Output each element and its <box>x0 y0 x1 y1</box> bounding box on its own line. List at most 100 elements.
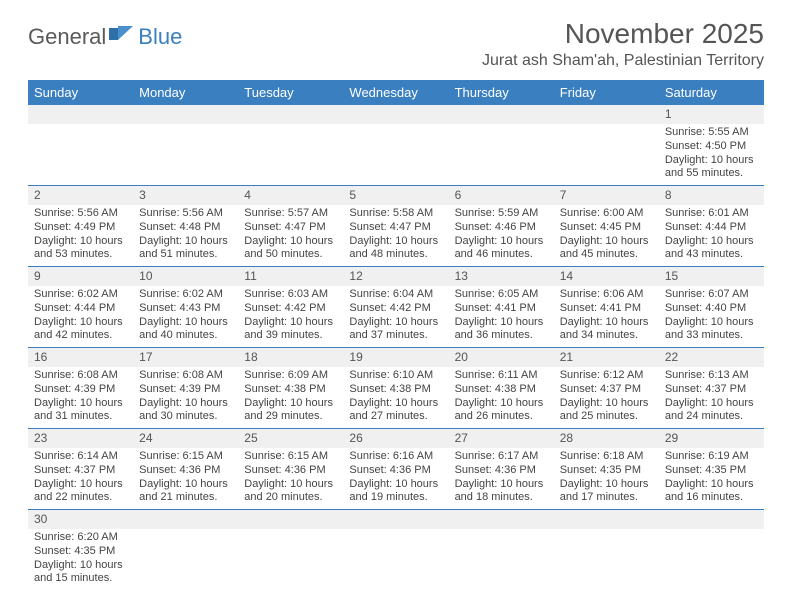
sunset-text: Sunset: 4:36 PM <box>139 464 232 478</box>
cell-content: Sunrise: 5:56 AMSunset: 4:48 PMDaylight:… <box>133 205 238 266</box>
calendar-cell: 4Sunrise: 5:57 AMSunset: 4:47 PMDaylight… <box>238 185 343 266</box>
day-number: . <box>343 509 448 529</box>
calendar-cell: 28Sunrise: 6:18 AMSunset: 4:35 PMDayligh… <box>554 428 659 509</box>
daylight-text: Daylight: 10 hours and 51 minutes. <box>139 235 232 263</box>
day-number: . <box>554 105 659 124</box>
day-number: 24 <box>133 428 238 448</box>
day-number: 8 <box>659 185 764 205</box>
calendar-cell: 15Sunrise: 6:07 AMSunset: 4:40 PMDayligh… <box>659 266 764 347</box>
sunset-text: Sunset: 4:38 PM <box>349 383 442 397</box>
day-number: 28 <box>554 428 659 448</box>
sunset-text: Sunset: 4:39 PM <box>139 383 232 397</box>
calendar-cell: 2Sunrise: 5:56 AMSunset: 4:49 PMDaylight… <box>28 185 133 266</box>
cell-content: Sunrise: 6:15 AMSunset: 4:36 PMDaylight:… <box>133 448 238 509</box>
cell-content: Sunrise: 6:14 AMSunset: 4:37 PMDaylight:… <box>28 448 133 509</box>
daylight-text: Daylight: 10 hours and 33 minutes. <box>665 316 758 344</box>
sunset-text: Sunset: 4:47 PM <box>244 221 337 235</box>
cell-content: Sunrise: 6:17 AMSunset: 4:36 PMDaylight:… <box>449 448 554 509</box>
daylight-text: Daylight: 10 hours and 16 minutes. <box>665 478 758 506</box>
day-number: . <box>343 105 448 124</box>
day-number: 13 <box>449 266 554 286</box>
calendar-cell: 9Sunrise: 6:02 AMSunset: 4:44 PMDaylight… <box>28 266 133 347</box>
sunset-text: Sunset: 4:38 PM <box>455 383 548 397</box>
sunset-text: Sunset: 4:40 PM <box>665 302 758 316</box>
daylight-text: Daylight: 10 hours and 42 minutes. <box>34 316 127 344</box>
daylight-text: Daylight: 10 hours and 39 minutes. <box>244 316 337 344</box>
cell-content: Sunrise: 5:59 AMSunset: 4:46 PMDaylight:… <box>449 205 554 266</box>
sunset-text: Sunset: 4:39 PM <box>34 383 127 397</box>
calendar-cell: 30Sunrise: 6:20 AMSunset: 4:35 PMDayligh… <box>28 509 133 590</box>
sunrise-text: Sunrise: 5:59 AM <box>455 207 548 221</box>
daylight-text: Daylight: 10 hours and 30 minutes. <box>139 397 232 425</box>
daylight-text: Daylight: 10 hours and 27 minutes. <box>349 397 442 425</box>
week-row: 16Sunrise: 6:08 AMSunset: 4:39 PMDayligh… <box>28 347 764 428</box>
calendar-cell: . <box>238 509 343 590</box>
daylight-text: Daylight: 10 hours and 37 minutes. <box>349 316 442 344</box>
sunrise-text: Sunrise: 6:01 AM <box>665 207 758 221</box>
calendar-cell: 25Sunrise: 6:15 AMSunset: 4:36 PMDayligh… <box>238 428 343 509</box>
cell-content: Sunrise: 6:02 AMSunset: 4:44 PMDaylight:… <box>28 286 133 347</box>
cell-content: Sunrise: 6:13 AMSunset: 4:37 PMDaylight:… <box>659 367 764 428</box>
daylight-text: Daylight: 10 hours and 34 minutes. <box>560 316 653 344</box>
day-number: 18 <box>238 347 343 367</box>
calendar-table: Sunday Monday Tuesday Wednesday Thursday… <box>28 80 764 590</box>
calendar-cell: 27Sunrise: 6:17 AMSunset: 4:36 PMDayligh… <box>449 428 554 509</box>
calendar-cell: 21Sunrise: 6:12 AMSunset: 4:37 PMDayligh… <box>554 347 659 428</box>
cell-content: Sunrise: 6:20 AMSunset: 4:35 PMDaylight:… <box>28 529 133 590</box>
sunrise-text: Sunrise: 6:02 AM <box>34 288 127 302</box>
cell-content: Sunrise: 5:58 AMSunset: 4:47 PMDaylight:… <box>343 205 448 266</box>
day-number: . <box>449 509 554 529</box>
daylight-text: Daylight: 10 hours and 19 minutes. <box>349 478 442 506</box>
day-number: 14 <box>554 266 659 286</box>
sunrise-text: Sunrise: 6:08 AM <box>139 369 232 383</box>
sunset-text: Sunset: 4:49 PM <box>34 221 127 235</box>
sunrise-text: Sunrise: 6:04 AM <box>349 288 442 302</box>
daylight-text: Daylight: 10 hours and 26 minutes. <box>455 397 548 425</box>
day-number: 25 <box>238 428 343 448</box>
day-number: 9 <box>28 266 133 286</box>
day-number: 3 <box>133 185 238 205</box>
daylight-text: Daylight: 10 hours and 17 minutes. <box>560 478 653 506</box>
sunrise-text: Sunrise: 6:20 AM <box>34 531 127 545</box>
sunset-text: Sunset: 4:50 PM <box>665 140 758 154</box>
sunrise-text: Sunrise: 6:08 AM <box>34 369 127 383</box>
calendar-cell: 16Sunrise: 6:08 AMSunset: 4:39 PMDayligh… <box>28 347 133 428</box>
sunrise-text: Sunrise: 6:05 AM <box>455 288 548 302</box>
calendar-cell: . <box>343 509 448 590</box>
sunrise-text: Sunrise: 6:10 AM <box>349 369 442 383</box>
calendar-cell: 22Sunrise: 6:13 AMSunset: 4:37 PMDayligh… <box>659 347 764 428</box>
cell-content: Sunrise: 6:05 AMSunset: 4:41 PMDaylight:… <box>449 286 554 347</box>
sunset-text: Sunset: 4:42 PM <box>244 302 337 316</box>
calendar-cell: . <box>659 509 764 590</box>
day-number: 10 <box>133 266 238 286</box>
sunset-text: Sunset: 4:36 PM <box>349 464 442 478</box>
day-header: Monday <box>133 80 238 105</box>
sunrise-text: Sunrise: 6:09 AM <box>244 369 337 383</box>
calendar-cell: . <box>133 105 238 185</box>
day-number: 12 <box>343 266 448 286</box>
day-number: . <box>238 509 343 529</box>
sunset-text: Sunset: 4:37 PM <box>560 383 653 397</box>
daylight-text: Daylight: 10 hours and 21 minutes. <box>139 478 232 506</box>
daylight-text: Daylight: 10 hours and 53 minutes. <box>34 235 127 263</box>
day-number: 6 <box>449 185 554 205</box>
sunset-text: Sunset: 4:41 PM <box>455 302 548 316</box>
cell-content: Sunrise: 6:15 AMSunset: 4:36 PMDaylight:… <box>238 448 343 509</box>
day-number: 5 <box>343 185 448 205</box>
calendar-cell: 23Sunrise: 6:14 AMSunset: 4:37 PMDayligh… <box>28 428 133 509</box>
calendar-cell: . <box>133 509 238 590</box>
sunrise-text: Sunrise: 6:18 AM <box>560 450 653 464</box>
calendar-cell: 11Sunrise: 6:03 AMSunset: 4:42 PMDayligh… <box>238 266 343 347</box>
day-number: . <box>133 105 238 124</box>
calendar-cell: 3Sunrise: 5:56 AMSunset: 4:48 PMDaylight… <box>133 185 238 266</box>
day-number: 21 <box>554 347 659 367</box>
sunrise-text: Sunrise: 6:06 AM <box>560 288 653 302</box>
day-number: 29 <box>659 428 764 448</box>
cell-content: Sunrise: 6:10 AMSunset: 4:38 PMDaylight:… <box>343 367 448 428</box>
daylight-text: Daylight: 10 hours and 55 minutes. <box>665 154 758 182</box>
cell-content: Sunrise: 5:57 AMSunset: 4:47 PMDaylight:… <box>238 205 343 266</box>
logo-text-blue: Blue <box>138 24 182 50</box>
daylight-text: Daylight: 10 hours and 24 minutes. <box>665 397 758 425</box>
day-header: Saturday <box>659 80 764 105</box>
cell-content: Sunrise: 6:16 AMSunset: 4:36 PMDaylight:… <box>343 448 448 509</box>
